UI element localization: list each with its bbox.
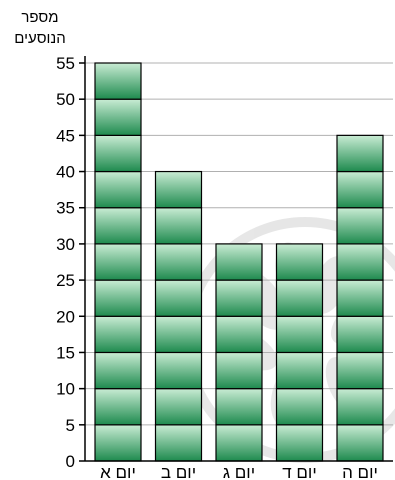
bar-segment [94,351,142,390]
bar-segment [336,243,384,281]
bar-segment [336,388,384,426]
bar-segment [215,351,263,390]
bar-segment [154,207,203,245]
y-ticks: 0 5 10 15 20 25 30 35 40 45 50 55 [56,54,85,471]
bar-segment [154,170,203,209]
y-tick-label: 35 [56,199,75,218]
bar-segment [94,243,142,281]
bar-segment [336,424,384,462]
y-tick-label: 0 [66,452,75,471]
bar-segment [215,243,263,281]
bars [94,62,384,462]
x-tick-label: יום ד [282,463,317,480]
bar-segment [94,315,142,354]
bar-segment [215,424,263,462]
bar-segment [154,351,203,390]
bar [154,170,203,462]
x-tick-label: יום א [100,463,136,480]
y-tick-label: 15 [56,343,75,362]
y-tick-label: 25 [56,271,75,290]
y-tick-label: 20 [56,307,75,326]
y-axis-label-line-1: מספר [21,9,58,26]
bar-segment [275,388,324,426]
bar-segment [275,315,324,354]
bar [336,134,384,462]
bar-segment [215,315,263,354]
y-tick-label: 45 [56,126,75,145]
bar-segment [275,279,324,317]
x-tick-labels: יום א יום ב יום ג יום ד יום ה [100,463,378,480]
bar-segment [94,279,142,317]
y-tick-label: 40 [56,163,75,182]
bar-segment [336,170,384,209]
bar-segment [336,279,384,317]
bar-segment [154,243,203,281]
bar-segment [94,134,142,173]
bar-segment [336,315,384,354]
x-tick-label: יום ה [342,463,378,480]
y-tick-label: 5 [66,416,75,435]
bar-segment [215,279,263,317]
y-tick-label: 10 [56,380,75,399]
bar-segment [94,62,142,100]
bar [275,243,324,462]
bar-segment [275,351,324,390]
bar-segment [94,170,142,209]
bar [94,62,142,462]
y-axis-label-line-2: הנוסעים [14,30,66,47]
bar-segment [94,98,142,136]
bar-segment [94,207,142,245]
bar-segment [336,134,384,173]
bar-segment [275,424,324,462]
bar [215,243,263,462]
x-tick-label: יום ג [223,463,255,480]
x-tick-label: יום ב [161,463,196,480]
y-tick-label: 50 [56,90,75,109]
y-tick-label: 30 [56,235,75,254]
bar-segment [336,207,384,245]
bar-segment [275,243,324,281]
bar-segment [154,424,203,462]
bar-segment [154,388,203,426]
bar-segment [94,424,142,462]
bar-segment [215,388,263,426]
bar-segment [154,279,203,317]
bar-segment [336,351,384,390]
bar-segment [94,388,142,426]
bar-segment [154,315,203,354]
y-tick-label: 55 [56,54,75,73]
